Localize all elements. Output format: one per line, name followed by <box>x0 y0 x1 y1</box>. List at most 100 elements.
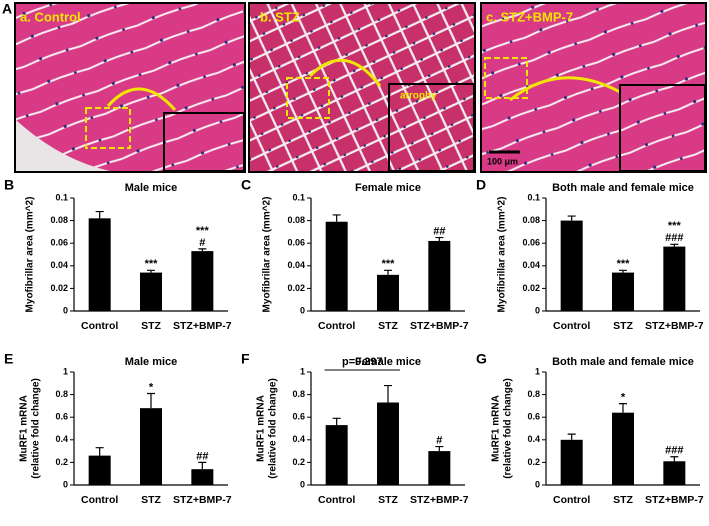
panel-letter: C <box>241 177 251 193</box>
y-tick-label: 0 <box>300 305 305 315</box>
error-bar <box>435 445 444 452</box>
significance: *** <box>382 258 396 270</box>
y-tick-label: 0.4 <box>292 434 305 444</box>
panel-letter: B <box>4 177 14 193</box>
zoom-box <box>85 107 131 149</box>
y-axis-label: MuRF1 mRNA <box>256 395 267 462</box>
y-tick-label: 0.04 <box>50 260 68 270</box>
arrow <box>308 58 382 87</box>
significance: # <box>436 434 442 446</box>
error-bar <box>147 269 155 273</box>
y-tick-label: 0.1 <box>527 192 540 202</box>
panel-letter: G <box>476 351 487 367</box>
panel-letter: D <box>476 177 486 193</box>
x-tick-label: STZ+BMP-7 <box>410 494 469 506</box>
x-tick-label: Control <box>318 320 355 332</box>
y-tick-label: 0.08 <box>50 215 68 225</box>
error-bar <box>384 269 392 275</box>
y-tick-label: 0.2 <box>527 457 540 467</box>
x-tick-label: Control <box>81 494 118 506</box>
annotation: atrophy <box>400 91 437 102</box>
x-tick-label: STZ <box>141 320 161 332</box>
error-bar <box>567 433 576 440</box>
y-tick-label: 0.06 <box>50 238 68 248</box>
scale-label: 100 μm <box>487 156 518 166</box>
error-bar <box>619 269 627 273</box>
y-tick-label: 0.02 <box>522 283 540 293</box>
bar <box>560 220 583 311</box>
y-tick-label: 0.08 <box>287 215 305 225</box>
chart-title: Male mice <box>125 182 178 194</box>
error-bar <box>95 210 104 219</box>
image-label: c. STZ+BMP-7 <box>486 9 573 24</box>
bar <box>88 218 111 311</box>
y-axis-label: (relative fold change) <box>268 378 279 479</box>
chart-title: Both male and female mice <box>552 356 694 368</box>
y-axis-label: Myofibrillar area (mm^2) <box>25 197 36 313</box>
panel-letter: A <box>2 1 12 17</box>
y-tick-label: 0.02 <box>50 283 68 293</box>
bar <box>663 246 686 311</box>
y-tick-label: 0 <box>63 479 68 489</box>
image-label: a. Control <box>20 9 81 24</box>
y-tick-label: 0.4 <box>527 434 540 444</box>
y-axis-label: Myofibrillar area (mm^2) <box>497 197 508 313</box>
y-tick-label: 1 <box>63 366 68 376</box>
y-axis-label: Myofibrillar area (mm^2) <box>262 197 273 313</box>
arrow <box>106 87 177 111</box>
bar <box>140 408 162 485</box>
significance: * <box>149 381 154 393</box>
y-tick-label: 1 <box>535 366 540 376</box>
x-tick-label: STZ+BMP-7 <box>645 494 704 506</box>
x-tick-label: STZ+BMP-7 <box>410 320 469 332</box>
histology-images <box>14 2 707 173</box>
image-label: b. STZ <box>260 9 300 24</box>
significance: *** <box>617 258 631 270</box>
error-bar <box>198 461 207 470</box>
y-tick-label: 0 <box>300 479 305 489</box>
x-tick-label: Control <box>553 320 590 332</box>
bar <box>428 451 451 485</box>
bar <box>191 469 214 485</box>
y-tick-label: 0.1 <box>292 192 305 202</box>
y-tick-label: 0.2 <box>292 457 305 467</box>
bar <box>88 455 111 485</box>
significance: ### <box>665 445 683 457</box>
bracket-label: p=0.297 <box>342 356 383 368</box>
bar <box>428 240 451 311</box>
x-tick-label: STZ <box>378 320 398 332</box>
x-tick-label: Control <box>318 494 355 506</box>
significance: * <box>621 392 626 404</box>
error-bar <box>384 384 392 403</box>
y-axis-label: MuRF1 mRNA <box>19 395 30 462</box>
panel-letter: F <box>241 351 250 367</box>
significance: *** <box>145 258 159 270</box>
bar <box>377 402 399 485</box>
bar <box>612 272 634 311</box>
x-tick-label: STZ+BMP-7 <box>645 320 704 332</box>
x-tick-label: STZ+BMP-7 <box>173 320 232 332</box>
significance: ## <box>433 225 445 237</box>
y-tick-label: 0.6 <box>292 412 305 422</box>
inset <box>388 83 475 172</box>
y-tick-label: 0.8 <box>292 389 305 399</box>
significance: ### <box>665 232 683 244</box>
y-tick-label: 0.2 <box>55 457 68 467</box>
y-tick-label: 0.08 <box>522 215 540 225</box>
y-tick-label: 0.02 <box>287 283 305 293</box>
significance: ## <box>196 450 208 462</box>
y-tick-label: 0.04 <box>287 260 305 270</box>
x-tick-label: STZ+BMP-7 <box>173 494 232 506</box>
bar <box>325 221 348 311</box>
x-tick-label: STZ <box>613 320 633 332</box>
y-tick-label: 0.6 <box>527 412 540 422</box>
y-tick-label: 0 <box>535 479 540 489</box>
chart-title: Female mice <box>355 182 421 194</box>
x-tick-label: STZ <box>613 494 633 506</box>
bar <box>663 461 686 485</box>
bar <box>325 425 348 485</box>
y-axis-label: MuRF1 mRNA <box>491 395 502 462</box>
x-tick-label: STZ <box>141 494 161 506</box>
bar <box>191 251 214 311</box>
